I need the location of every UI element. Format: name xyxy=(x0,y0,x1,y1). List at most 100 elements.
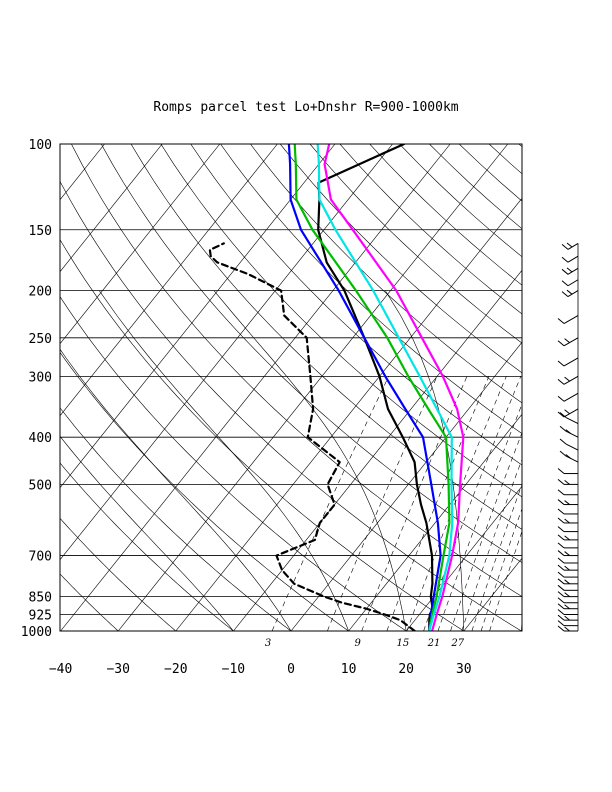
dry-adiabat-line xyxy=(60,296,407,631)
wind-barb-flag xyxy=(557,591,565,598)
wind-barb-flag xyxy=(557,526,565,532)
wind-barb-flag xyxy=(564,480,570,485)
dry-adiabat-line xyxy=(160,144,522,498)
isotherm-line xyxy=(60,144,278,417)
wind-barb xyxy=(557,603,578,610)
plot-frame xyxy=(59,143,523,632)
wind-barb-shaft xyxy=(567,290,579,298)
wind-barb xyxy=(557,578,578,585)
wind-barb-shaft xyxy=(563,337,579,347)
wind-barb-flag xyxy=(557,542,565,549)
wind-barb-flag xyxy=(557,360,565,367)
wind-barb xyxy=(561,279,579,287)
pressure-tick-label: 700 xyxy=(29,550,52,565)
wind-barb xyxy=(557,534,578,541)
mixing-ratio-label: 3 xyxy=(265,638,271,649)
temperature-tick-label: −30 xyxy=(106,662,129,677)
wind-barb-flag xyxy=(566,242,573,248)
mixing-ratio-line xyxy=(471,483,522,631)
wind-barb-shaft xyxy=(563,315,579,324)
wind-barb-flag xyxy=(557,468,565,474)
wind-barb-flag xyxy=(561,268,569,275)
mixing-ratio-line xyxy=(406,376,507,631)
wind-barb-flag xyxy=(557,603,565,610)
wind-barb xyxy=(557,499,578,506)
wind-barb-flag xyxy=(557,557,565,564)
moist-adiabat-line xyxy=(98,290,349,631)
wind-barb xyxy=(557,591,578,598)
wind-barb-shaft xyxy=(563,392,579,402)
isotherm-line xyxy=(60,144,105,201)
wind-barb-flag xyxy=(566,289,573,295)
isotherm-line xyxy=(290,341,522,631)
dry-adiabat-line xyxy=(71,144,522,597)
pressure-tick-label: 850 xyxy=(29,591,52,606)
wind-barb xyxy=(557,337,579,347)
diagram-grid xyxy=(60,144,612,631)
pressure-tick-label: 925 xyxy=(29,609,52,624)
wind-barb-flag xyxy=(557,609,565,615)
wind-barb-shaft xyxy=(563,375,579,385)
wind-barb-flag xyxy=(564,409,570,415)
wind-barb-shaft xyxy=(567,255,579,263)
wind-barb xyxy=(557,557,578,564)
wind-barb xyxy=(557,357,579,367)
wind-barb-flag xyxy=(559,438,567,445)
dry-adiabat-line xyxy=(60,462,234,631)
wind-barb-shaft xyxy=(563,408,579,418)
wind-barb xyxy=(557,526,578,533)
wind-barb-flag xyxy=(566,267,573,273)
mixing-ratio-line xyxy=(361,376,468,631)
moist-adiabat-line xyxy=(60,435,234,631)
wind-barb-flag xyxy=(559,450,567,457)
isotherm-line xyxy=(60,144,221,345)
wind-barb-flag xyxy=(557,597,565,604)
pressure-tick-label: 150 xyxy=(29,224,52,239)
wind-barb-flag xyxy=(564,338,570,343)
isotherm-line xyxy=(521,629,522,631)
dry-adiabat-line xyxy=(130,144,522,530)
mixing-ratio-label: 27 xyxy=(450,638,464,649)
wind-barb-shaft xyxy=(565,417,579,425)
isotherm-line xyxy=(348,413,522,631)
wind-barb xyxy=(557,392,579,402)
isotherm-line xyxy=(579,144,612,631)
wind-barb-flag xyxy=(557,578,565,585)
dry-adiabat-line xyxy=(429,144,522,230)
wind-barb xyxy=(561,267,579,275)
wind-barb-flag xyxy=(557,411,565,418)
mixing-ratio-line xyxy=(450,432,522,631)
wind-barb-flag xyxy=(557,508,565,515)
temperature-tick-label: −10 xyxy=(222,662,245,677)
chart-title: Romps parcel test Lo+Dnshr R=900-1000km xyxy=(153,100,458,115)
moist-adiabat-line xyxy=(60,348,292,631)
wind-barb-flag xyxy=(557,550,565,556)
wind-barb xyxy=(559,438,579,451)
wind-barb xyxy=(557,479,578,485)
wind-barb-flag xyxy=(557,479,565,485)
wind-barb xyxy=(561,242,579,250)
mixing-ratio-line xyxy=(386,376,490,631)
moist-adiabat-line xyxy=(213,290,407,631)
temperature-tick-label: −20 xyxy=(164,662,187,677)
mixing-ratio-line xyxy=(437,403,522,631)
wind-barb xyxy=(557,571,578,578)
wind-barb xyxy=(557,597,578,604)
wind-barb-flag xyxy=(557,534,565,541)
temperature-series-line xyxy=(293,144,451,631)
wind-barb-flag xyxy=(561,291,569,297)
isotherm-line xyxy=(60,144,393,561)
wind-barb-flag xyxy=(557,318,565,324)
dry-adiabat-line xyxy=(60,351,350,631)
wind-barb xyxy=(557,564,578,571)
isotherm-line xyxy=(60,144,451,631)
mixing-ratio-line xyxy=(489,530,522,631)
wind-barb xyxy=(557,508,578,515)
wind-barb xyxy=(559,450,579,463)
dry-adiabat-line xyxy=(369,144,522,286)
wind-barb-flag xyxy=(561,256,569,263)
wind-barb-flag xyxy=(557,625,565,632)
wind-barb-flag xyxy=(557,340,565,347)
wind-barb xyxy=(557,408,579,418)
